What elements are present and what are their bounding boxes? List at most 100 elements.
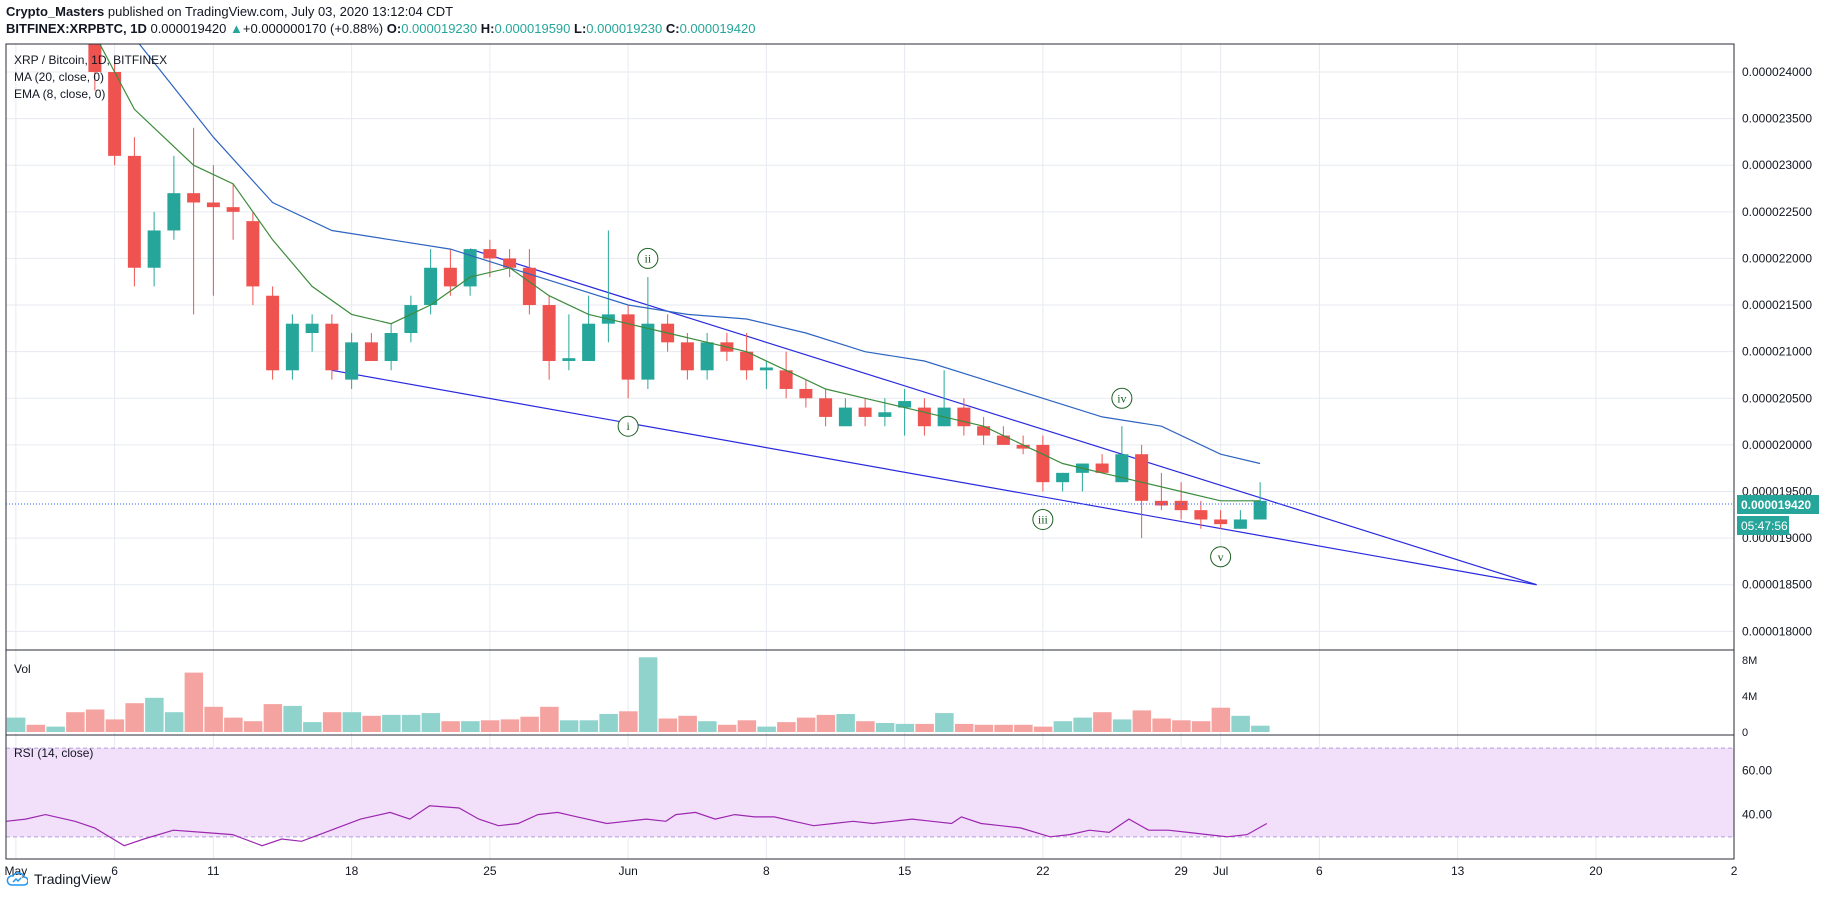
candle-body: [858, 407, 872, 417]
wave-label: iii: [1038, 512, 1049, 526]
x-tick-label: 22: [1036, 864, 1050, 878]
volume-bar: [540, 706, 559, 732]
price-change: +0.000000170 (+0.88%): [242, 21, 384, 36]
close-value: 0.000019420: [679, 21, 756, 36]
volume-bar: [678, 715, 697, 732]
candle-body: [463, 249, 477, 287]
axes: May 6 11 18 25 Jun 8 15 22 29 Jul 6 13 20 20.000024000…: [5, 65, 1813, 878]
ma20-line: [138, 44, 1261, 465]
volume-bar: [915, 723, 934, 732]
ema8-line: [99, 44, 1261, 502]
candle-body: [384, 333, 398, 361]
low-value: 0.000019230: [586, 21, 663, 36]
volume-bar: [26, 724, 46, 732]
candle-body: [740, 351, 754, 371]
x-tick-label: 29: [1174, 864, 1188, 878]
volume-bar: [283, 705, 302, 732]
volume-bar: [1132, 710, 1152, 732]
volume-bar: [1014, 724, 1033, 732]
author-name[interactable]: Crypto_Masters: [6, 4, 105, 19]
price-tick-label: 0.000020500: [1742, 391, 1812, 405]
candle-body: [147, 230, 161, 268]
volume-bar: [421, 713, 441, 732]
candle-body: [325, 323, 339, 371]
volume-bar: [777, 722, 796, 732]
up-arrow-icon: ▲: [230, 21, 243, 36]
volume-bar: [342, 712, 362, 732]
candle-body: [285, 323, 299, 371]
price-tick-label: 0.000021000: [1742, 345, 1812, 359]
candle-body: [799, 388, 813, 399]
volume-bar: [520, 716, 539, 732]
candle-body: [1135, 454, 1149, 501]
wave-circle: [1111, 387, 1133, 409]
candle-body: [542, 305, 556, 361]
volume-bar: [1211, 707, 1231, 732]
volume-bar: [895, 723, 915, 732]
published-text: published on TradingView.com, July 03, 2…: [107, 4, 454, 19]
candle-body: [819, 398, 833, 417]
candle-body: [878, 412, 892, 417]
x-tick-label: 18: [345, 864, 359, 878]
volume-bar: [164, 712, 184, 732]
volume-bar: [717, 724, 737, 732]
volume-bar: [1251, 725, 1270, 732]
candle-body: [483, 249, 497, 259]
x-tick-label: 11: [207, 864, 220, 878]
candle-body: [582, 323, 596, 361]
brand-name: TradingView: [34, 871, 112, 887]
candle-body: [917, 407, 931, 427]
candle-body: [108, 71, 122, 156]
volume-bar: [66, 712, 85, 732]
x-tick-label: 25: [483, 864, 497, 878]
candle-body: [364, 342, 378, 361]
candle-body: [206, 202, 220, 208]
countdown-badge: 05:47:56: [1737, 516, 1789, 535]
candle-body: [1194, 510, 1208, 520]
chart-frame: [5, 43, 1735, 860]
candle-body: [266, 295, 280, 371]
volume-bar: [559, 720, 579, 732]
candle-body: [167, 193, 181, 231]
volume-bar: [303, 722, 322, 732]
candle-body: [1253, 500, 1267, 520]
price-tick-label: 0.000021500: [1742, 298, 1812, 312]
volume-bar: [85, 709, 105, 732]
volume-bar: [362, 715, 381, 732]
candle-body: [759, 367, 773, 371]
candle-body: [1214, 519, 1228, 525]
grid-lines: [6, 44, 1735, 859]
volume-bar: [263, 704, 283, 732]
candle-body: [127, 155, 141, 268]
volume-tick-label: 8M: [1742, 655, 1757, 667]
tradingview-brand[interactable]: TradingView: [6, 868, 111, 890]
candle-body: [404, 305, 418, 334]
wave-label: i: [626, 419, 630, 433]
candle-body: [226, 207, 240, 212]
volume-bar: [638, 657, 658, 732]
price-tick-label: 0.000022000: [1742, 251, 1812, 265]
high-value: 0.000019590: [494, 21, 571, 36]
candle-body: [305, 323, 319, 334]
volume-bar: [994, 724, 1013, 732]
close-label: C:: [665, 21, 680, 36]
candle-body: [1036, 444, 1050, 483]
candle-body: [49, 0, 62, 7]
volume-bar: [125, 703, 144, 732]
x-tick-label: Jun: [618, 864, 637, 878]
x-tick-label: 6: [1316, 864, 1323, 878]
trendlines[interactable]: [331, 248, 1537, 586]
countdown-text: 05:47:56: [1741, 519, 1788, 533]
legend-ma: MA (20, close, 0): [14, 70, 104, 84]
candle-body: [246, 221, 260, 287]
legend-ema: EMA (8, close, 0): [14, 87, 105, 101]
high-label: H:: [480, 21, 495, 36]
volume-bar: [974, 724, 994, 732]
candle-body: [898, 401, 912, 408]
volume-bar: [954, 723, 974, 732]
price-tick-label: 0.000022500: [1742, 205, 1812, 219]
candle-body: [522, 267, 536, 306]
candle-body: [1154, 500, 1168, 506]
